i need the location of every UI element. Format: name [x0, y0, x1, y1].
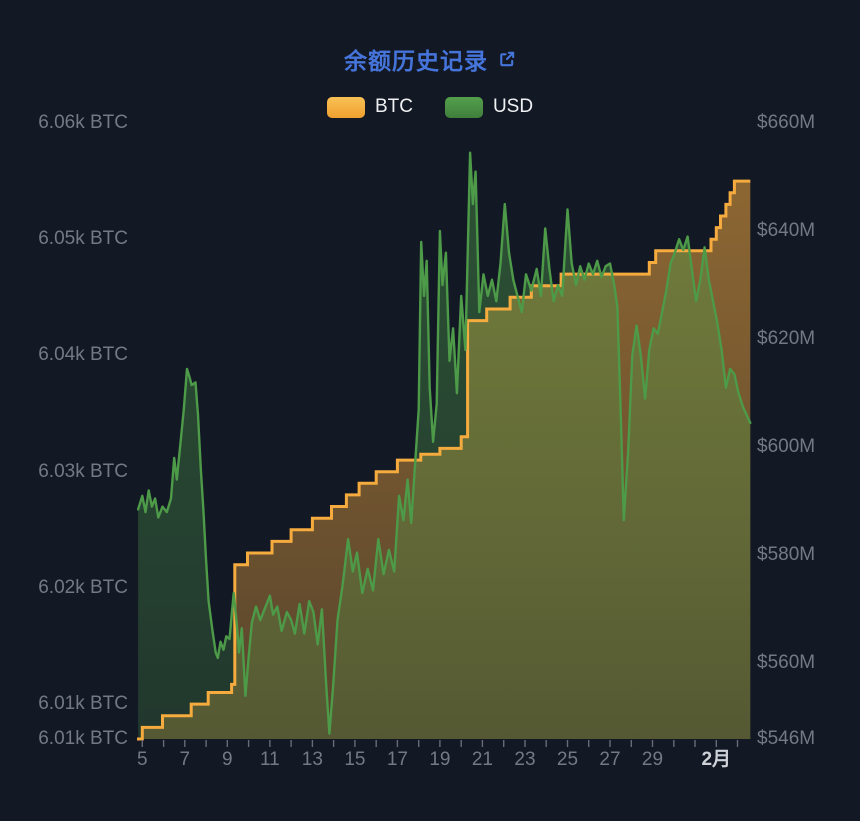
y-axis-right-label: $640M — [757, 220, 816, 242]
usd-line — [136, 151, 752, 735]
x-axis-label: 9 — [222, 749, 233, 770]
chart-legend: BTC USD — [0, 96, 860, 118]
y-axis-right-label: $620M — [757, 328, 816, 350]
btc-swatch-icon — [326, 96, 365, 118]
x-axis-label: 11 — [259, 749, 280, 770]
y-axis-right-label: $660M — [757, 112, 816, 133]
y-axis-left-label: 6.06k BTC — [38, 112, 128, 133]
legend-item-usd[interactable]: USD — [444, 96, 534, 118]
legend-label: BTC — [374, 96, 413, 117]
x-axis-label: 5 — [137, 749, 148, 770]
x-axis-label: 15 — [344, 749, 366, 770]
y-axis-right-label: $560M — [757, 652, 816, 674]
y-axis-left-label: 6.02k BTC — [38, 576, 128, 598]
chart-header: 余额历史记录 — [0, 42, 860, 76]
y-axis-left-label: 6.04k BTC — [38, 344, 128, 366]
x-axis-label: 13 — [301, 749, 323, 770]
x-axis-label: 23 — [514, 749, 536, 770]
y-axis-left-label: 6.05k BTC — [38, 228, 128, 250]
x-axis-label: 27 — [599, 749, 621, 770]
x-axis-label: 2月 — [701, 749, 732, 770]
usd-area — [138, 152, 751, 739]
usd-swatch-icon — [444, 96, 483, 118]
x-axis-label: 21 — [471, 749, 493, 770]
y-axis-left-label: 6.03k BTC — [38, 460, 128, 482]
x-axis-label: 29 — [641, 749, 664, 770]
y-axis-left-label: 6.01k BTC — [38, 693, 128, 715]
x-axis-label: 19 — [429, 749, 451, 770]
y-axis-left-label: 6.01k BTC — [38, 728, 128, 749]
legend-label: USD — [492, 96, 534, 117]
y-axis-right-label: $600M — [757, 436, 816, 458]
x-axis-label: 25 — [556, 749, 579, 770]
x-axis-label: 7 — [179, 749, 191, 770]
page-title: 余额历史记录 — [344, 48, 488, 74]
y-axis-right-label: $546M — [757, 728, 816, 749]
external-link-icon[interactable] — [497, 50, 516, 69]
legend-item-btc[interactable]: BTC — [326, 96, 413, 118]
x-axis-label: 17 — [386, 749, 408, 770]
btc-line — [137, 179, 751, 741]
y-axis-right-label: $580M — [757, 544, 816, 566]
